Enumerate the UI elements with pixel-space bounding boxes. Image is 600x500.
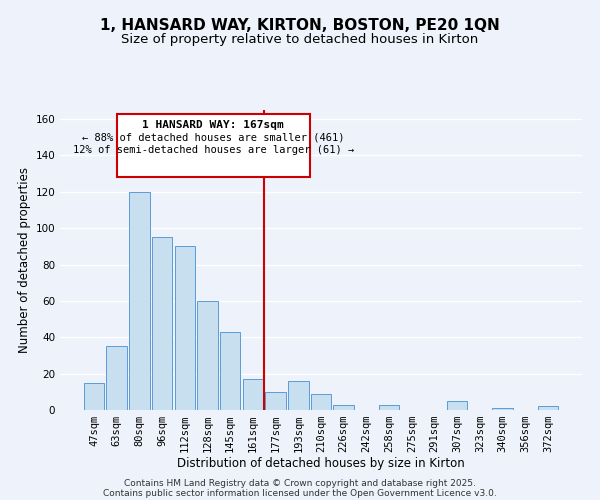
Bar bbox=[311, 394, 331, 410]
Text: Size of property relative to detached houses in Kirton: Size of property relative to detached ho… bbox=[121, 32, 479, 46]
Bar bbox=[220, 332, 241, 410]
Bar bbox=[175, 246, 195, 410]
Bar bbox=[116, 114, 310, 178]
Bar bbox=[152, 238, 172, 410]
Bar bbox=[242, 379, 263, 410]
Text: 1, HANSARD WAY, KIRTON, BOSTON, PE20 1QN: 1, HANSARD WAY, KIRTON, BOSTON, PE20 1QN bbox=[100, 18, 500, 32]
X-axis label: Distribution of detached houses by size in Kirton: Distribution of detached houses by size … bbox=[177, 456, 465, 469]
Text: ← 88% of detached houses are smaller (461): ← 88% of detached houses are smaller (46… bbox=[82, 132, 344, 142]
Text: 1 HANSARD WAY: 167sqm: 1 HANSARD WAY: 167sqm bbox=[142, 120, 284, 130]
Bar bbox=[493, 408, 513, 410]
Bar bbox=[106, 346, 127, 410]
Bar bbox=[379, 404, 400, 410]
Text: 12% of semi-detached houses are larger (61) →: 12% of semi-detached houses are larger (… bbox=[73, 146, 354, 156]
Bar bbox=[129, 192, 149, 410]
Text: Contains public sector information licensed under the Open Government Licence v3: Contains public sector information licen… bbox=[103, 488, 497, 498]
Y-axis label: Number of detached properties: Number of detached properties bbox=[18, 167, 31, 353]
Bar bbox=[288, 381, 308, 410]
Bar bbox=[447, 401, 467, 410]
Bar bbox=[265, 392, 286, 410]
Text: Contains HM Land Registry data © Crown copyright and database right 2025.: Contains HM Land Registry data © Crown c… bbox=[124, 478, 476, 488]
Bar bbox=[197, 301, 218, 410]
Bar bbox=[334, 404, 354, 410]
Bar bbox=[538, 406, 558, 410]
Bar bbox=[84, 382, 104, 410]
